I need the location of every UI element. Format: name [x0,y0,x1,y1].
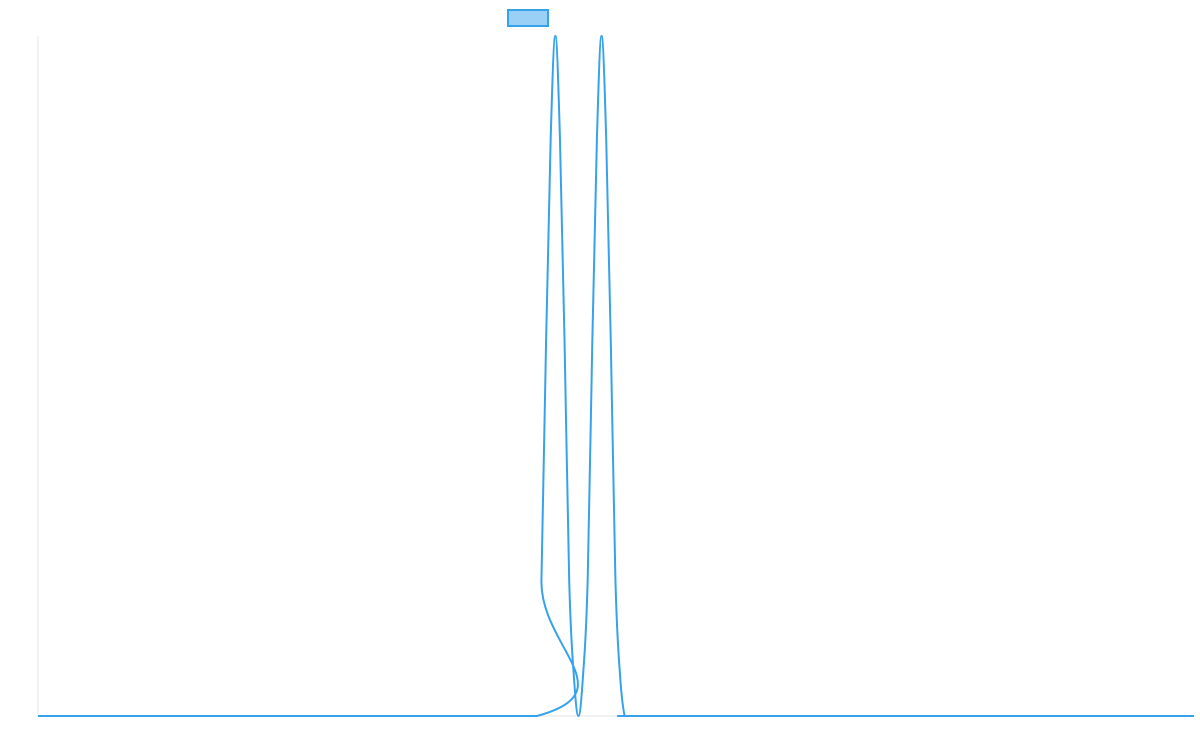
legend[interactable] [507,9,549,27]
legend-swatch[interactable] [507,9,549,27]
series-line-0 [38,35,1194,718]
series-layer [38,35,1194,718]
